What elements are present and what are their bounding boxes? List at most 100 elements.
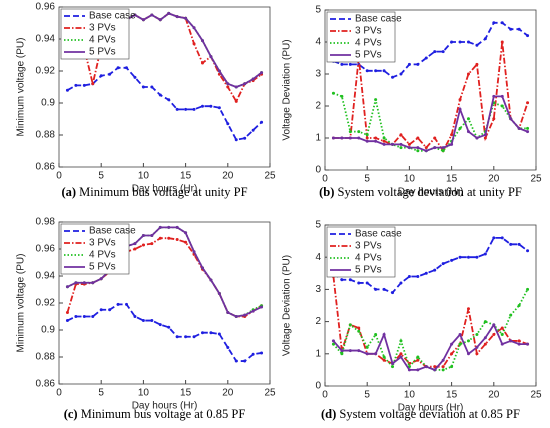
point <box>243 313 247 317</box>
legend-label: 3 PVs <box>355 241 382 252</box>
point <box>340 62 344 66</box>
point <box>158 225 162 229</box>
point <box>365 133 369 137</box>
point <box>91 82 95 86</box>
point <box>399 355 403 359</box>
point <box>374 332 378 336</box>
point <box>433 146 437 150</box>
point <box>340 349 344 353</box>
point <box>492 332 496 336</box>
point <box>441 262 445 266</box>
series-line <box>332 322 528 371</box>
point <box>184 16 188 20</box>
caption: (d) System voltage deviation at 0.85 PF <box>321 407 520 421</box>
point <box>466 117 470 121</box>
panel: 0 1 2 3 4 5 0 5 10 15 20 25 Day hours (Hr) Voltage De… <box>282 220 542 421</box>
point <box>200 104 204 108</box>
point <box>91 281 95 285</box>
point <box>526 126 530 130</box>
point <box>374 287 378 291</box>
point <box>466 72 470 76</box>
point <box>141 319 145 323</box>
x-axis-label: Day hours (Hr) <box>132 401 198 412</box>
point <box>458 255 462 259</box>
point <box>458 342 462 346</box>
point <box>209 55 213 59</box>
point <box>475 345 479 349</box>
legend-label: Base case <box>355 14 402 25</box>
point <box>357 329 361 333</box>
point <box>526 101 530 105</box>
x-tick-label: 5 <box>364 390 370 401</box>
point <box>226 346 230 350</box>
point <box>243 82 247 86</box>
point <box>192 335 196 339</box>
point <box>192 107 196 111</box>
y-tick-label: 0.92 <box>36 298 56 309</box>
series-line <box>67 303 262 362</box>
point <box>108 72 112 76</box>
point <box>382 139 386 143</box>
point <box>382 332 386 336</box>
point <box>374 136 378 140</box>
point <box>483 136 487 140</box>
point <box>441 368 445 372</box>
point <box>116 302 120 306</box>
point <box>382 287 386 291</box>
point <box>133 315 137 318</box>
x-tick-label: 25 <box>530 390 542 401</box>
point <box>483 336 487 340</box>
point <box>407 62 411 66</box>
point <box>91 315 95 318</box>
point <box>251 77 255 81</box>
point <box>226 85 230 89</box>
x-tick-label: 10 <box>138 388 150 399</box>
point <box>365 352 369 356</box>
legend-label: 4 PVs <box>89 250 116 261</box>
point <box>466 130 470 134</box>
y-tick-label: 0.94 <box>36 34 56 45</box>
point <box>500 236 504 240</box>
point <box>475 62 479 66</box>
point <box>517 304 521 307</box>
point <box>150 242 154 246</box>
point <box>175 225 179 229</box>
point <box>450 133 454 137</box>
point <box>458 107 462 111</box>
point <box>331 136 335 140</box>
point <box>200 39 204 43</box>
x-tick-label: 5 <box>98 171 104 182</box>
point <box>141 234 145 237</box>
point <box>374 139 378 143</box>
point <box>357 326 361 330</box>
point <box>365 69 369 73</box>
point <box>340 136 344 140</box>
point <box>209 104 213 108</box>
y-tick-label: 1 <box>315 133 321 144</box>
point <box>466 352 470 356</box>
x-tick-label: 5 <box>364 174 370 185</box>
point <box>466 339 470 343</box>
point <box>65 88 69 92</box>
point <box>407 142 411 146</box>
point <box>340 94 344 98</box>
point <box>150 319 154 323</box>
point <box>391 365 395 369</box>
series-line <box>67 226 262 318</box>
point <box>399 352 403 356</box>
point <box>441 149 445 153</box>
point <box>416 62 420 66</box>
point <box>99 308 103 312</box>
point <box>500 104 504 108</box>
point <box>416 136 420 140</box>
legend-label: 3 PVs <box>355 26 382 37</box>
x-tick-label: 0 <box>56 388 62 399</box>
point <box>466 255 470 259</box>
legend-box <box>60 8 130 60</box>
point <box>217 292 221 296</box>
point <box>251 128 255 132</box>
point <box>416 355 420 359</box>
point <box>365 136 369 140</box>
point <box>391 75 395 79</box>
point <box>167 325 171 329</box>
